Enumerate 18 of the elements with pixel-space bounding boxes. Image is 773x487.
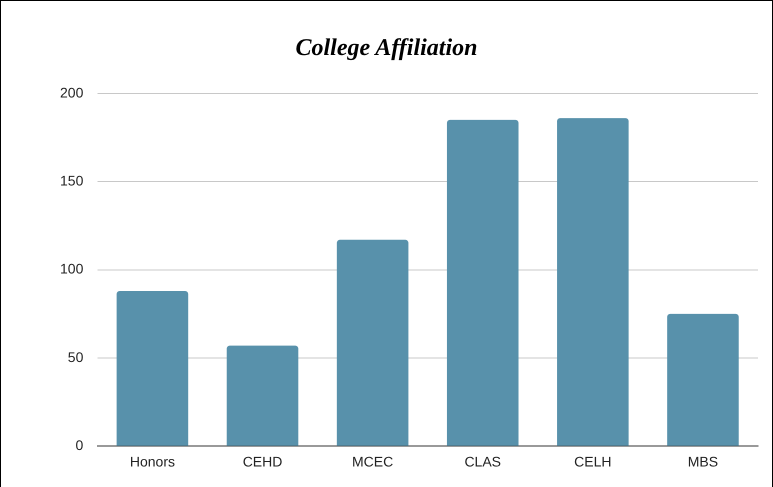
x-tick-label: MCEC <box>352 453 394 470</box>
x-tick-label: CELH <box>574 453 612 470</box>
bar <box>446 120 519 446</box>
x-tick-label: CLAS <box>464 453 502 470</box>
bar <box>336 240 408 446</box>
x-tick-label: Honors <box>130 453 175 470</box>
y-tick-label: 50 <box>68 348 84 365</box>
y-tick-label: 150 <box>60 172 84 188</box>
bar <box>667 314 739 446</box>
y-tick-label: 100 <box>60 260 84 277</box>
bar <box>116 290 188 446</box>
chart-title: College Affiliation <box>294 35 478 62</box>
x-tick-label: CEHD <box>242 453 282 470</box>
bar <box>226 346 298 446</box>
y-tick-label: 200 <box>60 84 84 100</box>
y-tick-label: 0 <box>76 437 84 454</box>
x-tick-label: MBS <box>688 453 718 470</box>
bar <box>557 118 629 446</box>
